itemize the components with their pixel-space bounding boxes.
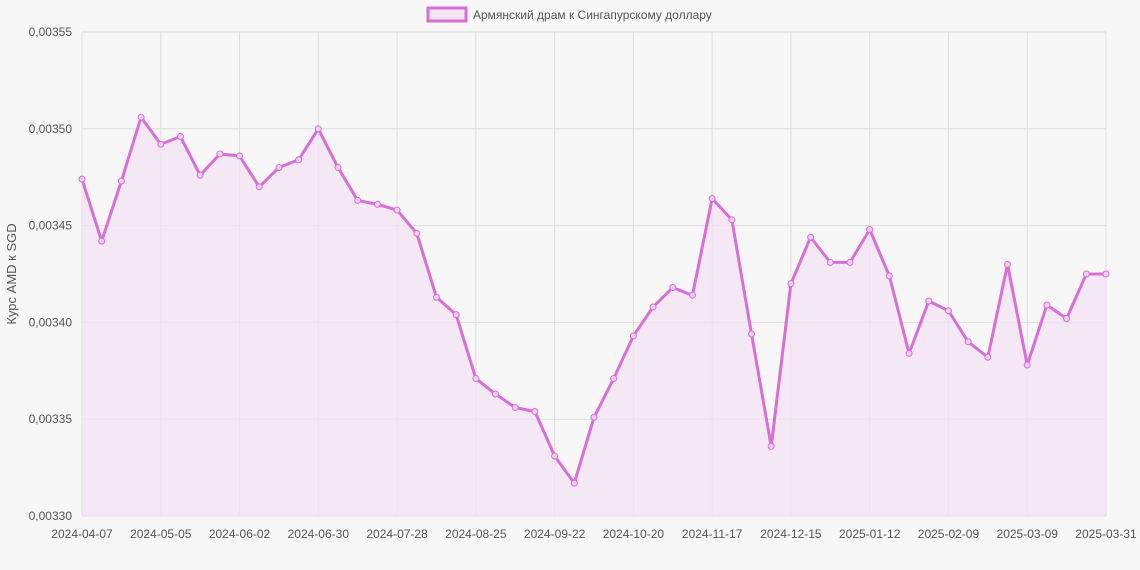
data-point[interactable]: [807, 233, 815, 241]
data-point[interactable]: [1023, 361, 1031, 369]
data-point[interactable]: [728, 216, 736, 224]
data-point[interactable]: [157, 140, 165, 148]
data-point[interactable]: [610, 375, 618, 383]
data-point[interactable]: [590, 413, 598, 421]
data-point[interactable]: [885, 272, 893, 280]
data-point[interactable]: [905, 349, 913, 357]
data-point[interactable]: [767, 442, 775, 450]
data-point[interactable]: [866, 225, 874, 233]
data-point[interactable]: [708, 194, 716, 202]
data-point[interactable]: [354, 196, 362, 204]
y-tick-label: 0,00355: [29, 25, 73, 39]
data-point[interactable]: [669, 284, 677, 292]
x-tick-label: 2025-03-31: [1075, 527, 1137, 541]
x-tick-label: 2024-06-02: [209, 527, 271, 541]
data-point[interactable]: [629, 332, 637, 340]
x-tick-label: 2024-12-15: [760, 527, 822, 541]
data-point[interactable]: [472, 375, 480, 383]
data-point[interactable]: [236, 152, 244, 160]
data-point[interactable]: [787, 280, 795, 288]
y-tick-label: 0,00330: [29, 509, 73, 523]
data-point[interactable]: [255, 183, 263, 191]
legend-label[interactable]: Армянский драм к Сингапурскому доллару: [473, 8, 712, 22]
data-point[interactable]: [393, 206, 401, 214]
data-point[interactable]: [1063, 315, 1071, 323]
x-tick-label: 2024-07-28: [366, 527, 428, 541]
data-point[interactable]: [1082, 270, 1090, 278]
data-point[interactable]: [984, 353, 992, 361]
area-fill: [82, 117, 1106, 517]
data-point[interactable]: [216, 150, 224, 158]
x-tick-label: 2024-11-17: [682, 527, 743, 541]
x-tick-label: 2024-04-07: [51, 527, 113, 541]
x-tick-label: 2024-10-20: [603, 527, 665, 541]
data-points: [78, 113, 1110, 487]
data-point[interactable]: [117, 177, 125, 185]
data-point[interactable]: [748, 330, 756, 338]
data-point[interactable]: [452, 311, 460, 319]
x-axis-ticks: 2024-04-07 2024-05-05 2024-06-02 2024-06-30…: [51, 527, 1137, 541]
data-point[interactable]: [373, 200, 381, 208]
data-point[interactable]: [649, 303, 657, 311]
data-point[interactable]: [314, 125, 322, 133]
data-point[interactable]: [1102, 270, 1110, 278]
data-point[interactable]: [275, 164, 283, 172]
x-tick-label: 2025-01-12: [839, 527, 901, 541]
y-tick-label: 0,00345: [29, 219, 73, 233]
data-point[interactable]: [78, 175, 86, 183]
data-point[interactable]: [295, 156, 303, 164]
data-point[interactable]: [137, 113, 145, 121]
data-point[interactable]: [531, 407, 539, 415]
data-point[interactable]: [944, 307, 952, 315]
legend-swatch[interactable]: [426, 6, 468, 23]
series-area: [82, 117, 1106, 517]
x-tick-label: 2024-08-25: [445, 527, 507, 541]
data-point[interactable]: [176, 133, 184, 141]
x-tick-label: 2024-05-05: [130, 527, 192, 541]
data-point[interactable]: [846, 258, 854, 266]
y-axis-ticks: 0,00330 0,00335 0,00340 0,00345 0,00350 0,003…: [29, 25, 73, 523]
data-point[interactable]: [1004, 260, 1012, 268]
data-point[interactable]: [492, 390, 500, 398]
y-tick-label: 0,00340: [29, 315, 73, 329]
data-point[interactable]: [925, 297, 933, 305]
data-point[interactable]: [688, 291, 696, 299]
data-point[interactable]: [196, 171, 204, 179]
x-tick-label: 2024-06-30: [288, 527, 350, 541]
data-point[interactable]: [826, 258, 834, 266]
data-point[interactable]: [98, 237, 106, 245]
data-point[interactable]: [551, 452, 559, 460]
data-point[interactable]: [1043, 301, 1051, 309]
y-axis-title: Курс AMD к SGD: [4, 223, 19, 324]
x-tick-label: 2025-02-09: [918, 527, 980, 541]
y-tick-label: 0,00335: [29, 412, 73, 426]
x-tick-label: 2024-09-22: [524, 527, 586, 541]
data-point[interactable]: [511, 404, 519, 412]
data-point[interactable]: [964, 338, 972, 346]
data-point[interactable]: [413, 229, 421, 237]
data-point[interactable]: [334, 164, 342, 172]
y-tick-label: 0,00350: [29, 122, 73, 136]
data-point[interactable]: [570, 479, 578, 487]
data-point[interactable]: [432, 293, 440, 301]
x-tick-label: 2025-03-09: [997, 527, 1059, 541]
legend[interactable]: Армянский драм к Сингапурскому доллару: [426, 6, 712, 23]
